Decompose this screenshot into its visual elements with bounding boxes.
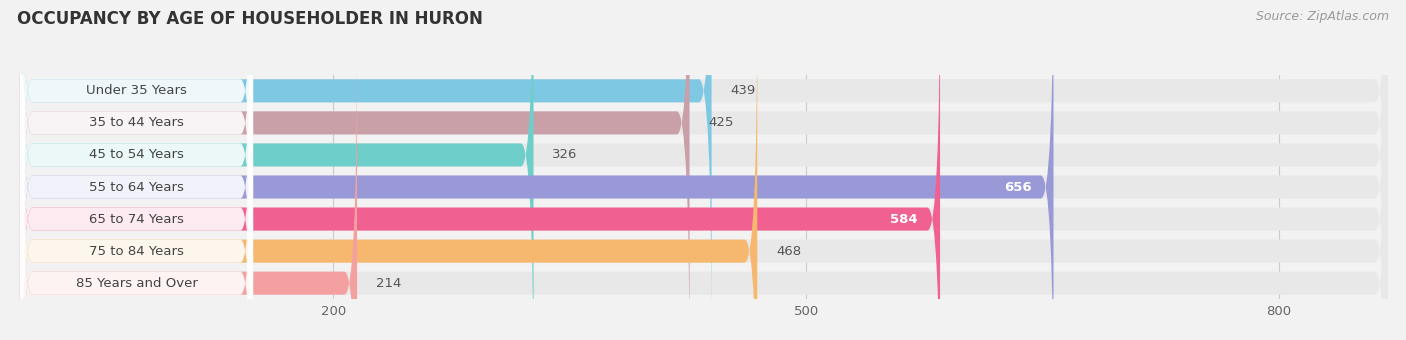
- Text: 85 Years and Over: 85 Years and Over: [76, 277, 197, 290]
- Text: 326: 326: [553, 149, 578, 162]
- Text: Under 35 Years: Under 35 Years: [86, 84, 187, 97]
- FancyBboxPatch shape: [20, 38, 1388, 340]
- FancyBboxPatch shape: [20, 0, 253, 336]
- FancyBboxPatch shape: [20, 0, 253, 340]
- Text: 468: 468: [776, 244, 801, 258]
- FancyBboxPatch shape: [20, 0, 253, 340]
- Text: 439: 439: [731, 84, 756, 97]
- FancyBboxPatch shape: [20, 0, 1388, 340]
- FancyBboxPatch shape: [20, 0, 711, 336]
- FancyBboxPatch shape: [20, 6, 253, 340]
- Text: 55 to 64 Years: 55 to 64 Years: [89, 181, 184, 193]
- Text: 45 to 54 Years: 45 to 54 Years: [89, 149, 184, 162]
- FancyBboxPatch shape: [20, 6, 758, 340]
- FancyBboxPatch shape: [20, 0, 941, 340]
- Text: 584: 584: [890, 212, 918, 225]
- FancyBboxPatch shape: [20, 38, 357, 340]
- Text: 656: 656: [1004, 181, 1032, 193]
- FancyBboxPatch shape: [20, 0, 253, 340]
- Text: 65 to 74 Years: 65 to 74 Years: [89, 212, 184, 225]
- Text: Source: ZipAtlas.com: Source: ZipAtlas.com: [1256, 10, 1389, 23]
- FancyBboxPatch shape: [20, 0, 1388, 336]
- Text: 35 to 44 Years: 35 to 44 Years: [89, 116, 184, 130]
- FancyBboxPatch shape: [20, 0, 1388, 340]
- FancyBboxPatch shape: [20, 0, 1388, 340]
- FancyBboxPatch shape: [20, 6, 1388, 340]
- Text: 75 to 84 Years: 75 to 84 Years: [89, 244, 184, 258]
- FancyBboxPatch shape: [20, 0, 253, 340]
- FancyBboxPatch shape: [20, 0, 1388, 340]
- FancyBboxPatch shape: [20, 38, 253, 340]
- FancyBboxPatch shape: [20, 0, 533, 340]
- FancyBboxPatch shape: [20, 0, 689, 340]
- Text: 425: 425: [709, 116, 734, 130]
- Text: OCCUPANCY BY AGE OF HOUSEHOLDER IN HURON: OCCUPANCY BY AGE OF HOUSEHOLDER IN HURON: [17, 10, 482, 28]
- FancyBboxPatch shape: [20, 0, 1053, 340]
- Text: 214: 214: [375, 277, 401, 290]
